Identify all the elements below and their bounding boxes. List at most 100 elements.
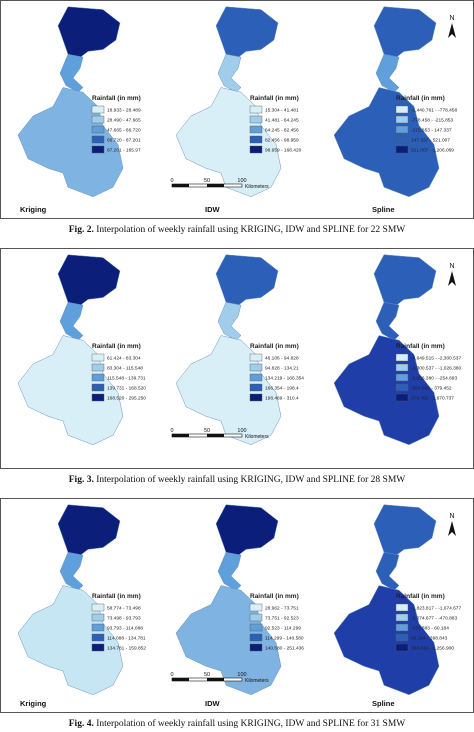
scale-unit: Kilometers <box>245 678 269 684</box>
figure: Rainfall (in mm) 18.933 - 28.489 28.490 - … <box>0 0 474 235</box>
legend-swatch <box>395 135 409 144</box>
caption-text: Interpolation of weekly rainfall using K… <box>94 224 405 235</box>
panel-label: Kriging <box>20 205 47 214</box>
scale-bar-fill <box>172 434 189 437</box>
legend-title: Rainfall (in mm) <box>92 593 141 600</box>
legend-label: 114.088 - 134.781 <box>107 636 146 642</box>
scale-bar-fill <box>207 184 224 187</box>
scale-label: 100 <box>237 178 246 184</box>
legend-title: Rainfall (in mm) <box>250 343 299 350</box>
legend-label: 83.304 - 115.548 <box>107 366 143 372</box>
north-label: N <box>449 15 454 22</box>
legend-label: 58.774 - 73.498 <box>107 606 141 612</box>
legend-swatch <box>395 373 409 382</box>
legend-swatch <box>249 643 263 652</box>
north-arrow <box>448 23 456 38</box>
legend-swatch <box>249 115 263 124</box>
legend-swatch <box>249 393 263 402</box>
map-region <box>59 53 84 93</box>
map-region <box>57 254 121 308</box>
map <box>17 504 124 696</box>
legend-label: 147.337 - 521.007 <box>411 138 450 144</box>
legend-swatch <box>395 125 409 134</box>
scale-bar-fill <box>172 184 189 187</box>
north-label: N <box>449 263 454 270</box>
caption-number: Fig. 4. <box>69 719 94 729</box>
legend-label: -1,026.380 - -254.693 <box>411 376 457 382</box>
legend-label: 134.781 - 159.852 <box>107 646 146 652</box>
legend-swatch <box>395 633 409 642</box>
caption: Fig. 2. Interpolation of weekly rainfall… <box>69 224 406 235</box>
legend-label: 28.490 - 47.665 <box>107 118 141 124</box>
legend-label: 60.184 - 398.843 <box>411 636 448 642</box>
legend-swatch <box>91 383 105 392</box>
legend-swatch <box>91 603 105 612</box>
map <box>333 504 440 696</box>
caption: Fig. 3. Interpolation of weekly rainfall… <box>69 474 406 485</box>
legend-label: 168.520 - 295.250 <box>107 396 146 402</box>
legend-swatch <box>395 115 409 124</box>
legend-swatch <box>91 353 105 362</box>
legend-swatch <box>91 105 105 114</box>
legend-title: Rainfall (in mm) <box>92 343 141 350</box>
legend-label: 41.481 - 64.245 <box>265 118 299 124</box>
legend-swatch <box>249 135 263 144</box>
map-region <box>57 504 121 558</box>
legend-label: 166.354 - 198.4 <box>265 386 299 392</box>
legend-title: Rainfall (in mm) <box>396 95 445 102</box>
map-region <box>217 301 242 341</box>
caption-number: Fig. 2. <box>69 225 94 235</box>
legend-title: Rainfall (in mm) <box>396 593 445 600</box>
north-arrow <box>448 521 456 536</box>
legend-label: 92.523 - 114.299 <box>265 626 301 632</box>
scale-label: 0 <box>170 428 173 434</box>
legend-title: Rainfall (in mm) <box>250 95 299 102</box>
legend-label: -1,823.817 - -1,074.677 <box>411 606 461 612</box>
legend-label: -215.853 - 147.337 <box>411 128 452 134</box>
legend-label: 94.828 - 134.21 <box>265 366 299 372</box>
caption: Fig. 4. Interpolation of weekly rainfall… <box>69 718 406 729</box>
legend-label: 15.304 - 41.481 <box>265 108 299 114</box>
legend-swatch <box>91 643 105 652</box>
legend-swatch <box>249 373 263 382</box>
legend-label: 64.245 - 82.456 <box>265 128 299 134</box>
legend-label: 114.299 - 140.580 <box>265 636 304 642</box>
scale-bar-fill <box>207 678 224 681</box>
map-region <box>217 53 242 93</box>
legend-label: 521.007 - 1,206.069 <box>411 148 454 154</box>
legend-label: 198.469 - 310.4 <box>265 396 299 402</box>
legend-label: 46.106 - 94.828 <box>265 356 299 362</box>
panel-label: Spline <box>372 699 395 708</box>
legend-label: -470.883 - 60.184 <box>411 626 449 632</box>
scale-unit: Kilometers <box>245 184 269 190</box>
map-region <box>333 585 440 696</box>
legend-swatch <box>395 603 409 612</box>
legend-swatch <box>395 145 409 154</box>
legend-swatch <box>249 383 263 392</box>
legend-swatch <box>249 363 263 372</box>
map-region <box>215 254 279 308</box>
legend-swatch <box>249 603 263 612</box>
map-region <box>217 551 242 591</box>
legend-label: 66.720 - 87.201 <box>107 138 141 144</box>
map-region <box>215 504 279 558</box>
legend-label: 73.751 - 92.523 <box>265 616 299 622</box>
legend-swatch <box>249 633 263 642</box>
legend-label: -778.458 - -215.853 <box>411 118 453 124</box>
legend-swatch <box>91 373 105 382</box>
legend-swatch <box>91 363 105 372</box>
legend-label: -254.693 - 379.452 <box>411 386 452 392</box>
scale-label: 100 <box>237 672 246 678</box>
legend-swatch <box>91 393 105 402</box>
legend-swatch <box>91 135 105 144</box>
map-region <box>375 53 400 93</box>
legend-swatch <box>249 145 263 154</box>
north-arrow <box>448 271 456 286</box>
legend-swatch <box>91 115 105 124</box>
map-region <box>59 301 84 341</box>
legend-label: 47.665 - 66.720 <box>107 128 141 134</box>
legend-label: 87.201 - 165.97 <box>107 148 141 154</box>
legend-label: 93.793 - 114.088 <box>107 626 143 632</box>
legend-label: 379.452 - 1,670.737 <box>411 396 454 402</box>
map-region <box>375 551 400 591</box>
